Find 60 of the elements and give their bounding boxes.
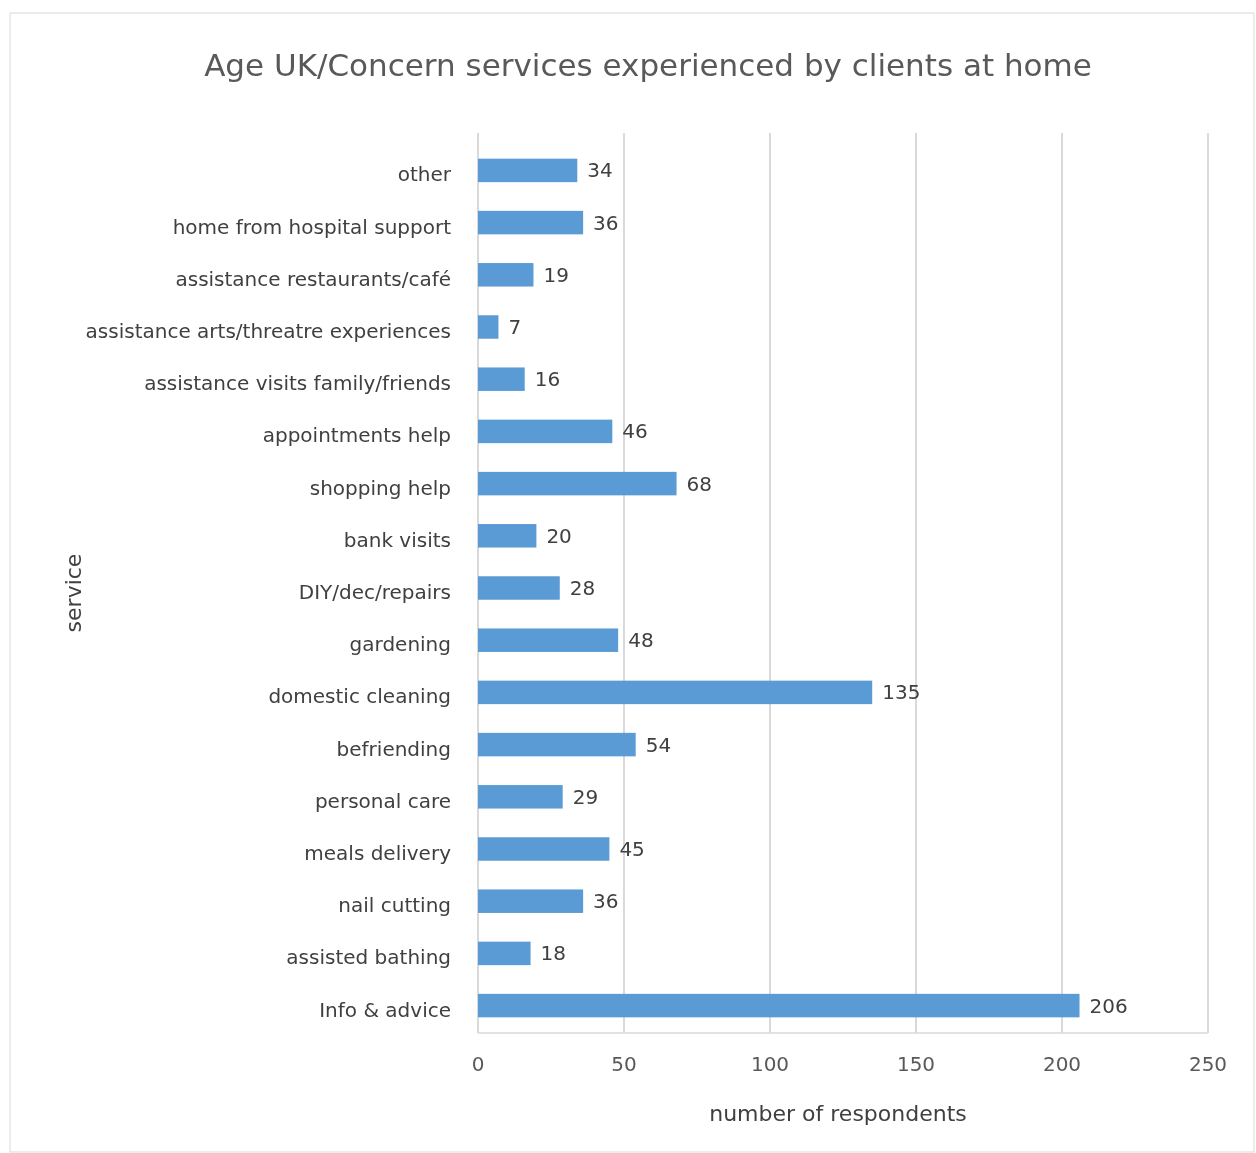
data-label: 68 [686,471,713,496]
bar [478,419,613,444]
y-tick-label: appointments help [262,423,451,448]
y-tick-label: home from hospital support [172,214,452,239]
y-tick-label: meals delivery [304,841,452,865]
data-label: 135 [882,680,921,705]
bar [478,367,525,391]
y-tick-label: DIY/dec/repairs [298,580,451,604]
data-label: 36 [593,889,619,914]
bar [478,210,584,235]
bar [478,837,610,861]
data-label: 20 [546,523,572,548]
x-tick-label: 0 [471,1052,485,1076]
bar [478,680,873,705]
data-label: 19 [543,262,569,287]
y-tick-label: shopping help [309,475,451,500]
bar [478,158,578,183]
data-label: 54 [645,732,672,757]
bar [478,315,499,339]
data-label: 16 [534,367,561,392]
data-label: 28 [569,576,596,600]
y-tick-label: assistance restaurants/café [175,266,451,291]
y-tick-label: domestic cleaning [268,684,451,709]
data-label: 46 [622,419,648,444]
bar [478,785,563,809]
bar [478,941,531,966]
data-label: 18 [540,941,567,966]
bar [478,576,560,600]
bar [478,628,619,652]
y-tick-label: nail cutting [338,893,451,918]
x-axis-title: number of respondents [709,1100,967,1126]
data-label: 36 [593,210,619,235]
y-tick-label: assistance arts/threatre experiences [85,319,451,343]
x-tick-label: 250 [1188,1052,1228,1076]
y-tick-label: befriending [336,736,451,761]
y-tick-label: Info & advice [319,997,451,1022]
bar [478,732,636,757]
x-tick-label: 100 [750,1052,790,1076]
y-tick-label: gardening [349,632,451,657]
bar [478,993,1080,1018]
bar [478,471,677,496]
bar [478,524,537,548]
x-tick-label: 50 [611,1052,637,1076]
bar [478,889,584,913]
y-tick-label: bank visits [343,527,451,552]
x-tick-label: 150 [896,1052,936,1076]
y-tick-label: other [397,162,452,187]
data-label: 48 [628,628,654,653]
data-label: 45 [619,837,645,861]
data-label: 206 [1089,993,1128,1018]
y-tick-label: assistance visits family/friends [144,371,451,396]
y-axis-title: service [60,553,86,633]
y-tick-label: personal care [314,788,451,813]
chart-title: Age UK/Concern services experienced by clients at home [204,47,1092,83]
bar [478,263,534,287]
data-label: 34 [587,158,613,183]
data-label: 7 [508,315,522,339]
data-label: 29 [572,784,599,809]
x-tick-label: 200 [1042,1052,1082,1076]
y-tick-label: assisted bathing [286,945,451,970]
